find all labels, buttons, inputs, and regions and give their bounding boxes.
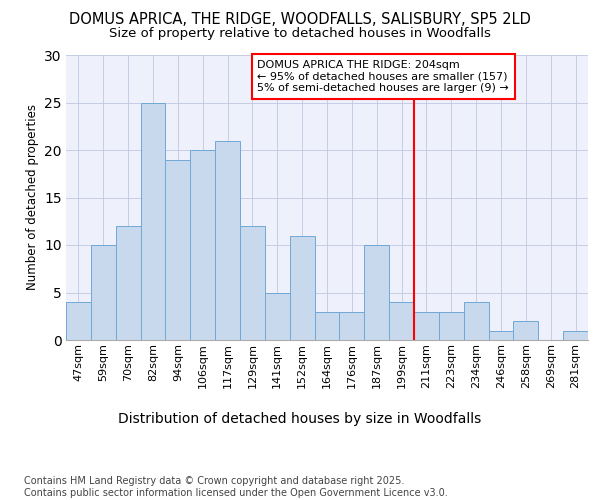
Bar xyxy=(389,302,414,340)
Text: Contains HM Land Registry data © Crown copyright and database right 2025.
Contai: Contains HM Land Registry data © Crown c… xyxy=(24,476,448,498)
Bar xyxy=(464,302,488,340)
Text: Distribution of detached houses by size in Woodfalls: Distribution of detached houses by size … xyxy=(118,412,482,426)
Bar xyxy=(314,312,340,340)
Y-axis label: Number of detached properties: Number of detached properties xyxy=(26,104,38,290)
Bar xyxy=(66,302,91,340)
Bar xyxy=(364,245,389,340)
Bar xyxy=(414,312,439,340)
Bar xyxy=(215,140,240,340)
Bar xyxy=(563,330,588,340)
Bar xyxy=(91,245,116,340)
Bar xyxy=(514,321,538,340)
Bar xyxy=(265,292,290,340)
Bar xyxy=(166,160,190,340)
Text: DOMUS APRICA THE RIDGE: 204sqm
← 95% of detached houses are smaller (157)
5% of : DOMUS APRICA THE RIDGE: 204sqm ← 95% of … xyxy=(257,60,509,93)
Bar xyxy=(116,226,140,340)
Text: Size of property relative to detached houses in Woodfalls: Size of property relative to detached ho… xyxy=(109,28,491,40)
Text: DOMUS APRICA, THE RIDGE, WOODFALLS, SALISBURY, SP5 2LD: DOMUS APRICA, THE RIDGE, WOODFALLS, SALI… xyxy=(69,12,531,28)
Bar xyxy=(439,312,464,340)
Bar xyxy=(340,312,364,340)
Bar xyxy=(190,150,215,340)
Bar xyxy=(290,236,314,340)
Bar xyxy=(240,226,265,340)
Bar xyxy=(488,330,514,340)
Bar xyxy=(140,102,166,340)
